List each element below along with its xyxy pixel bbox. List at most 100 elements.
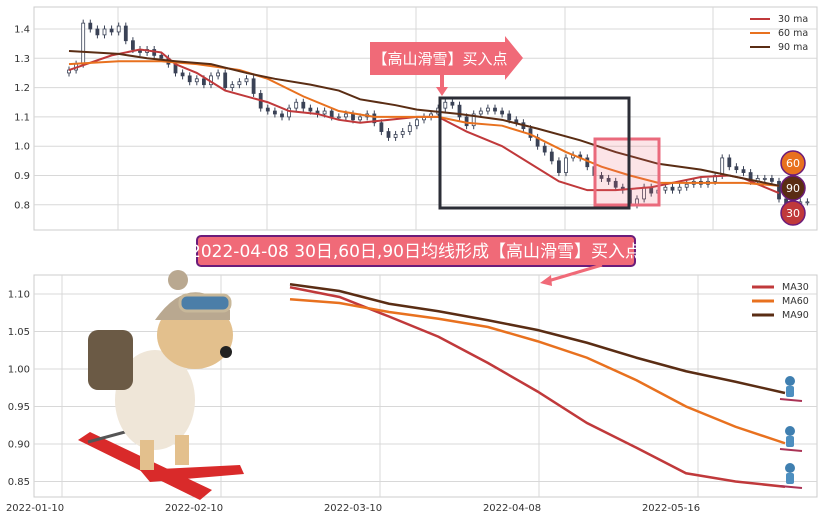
candle-body [393,134,398,138]
badge-30: 30 [786,207,800,220]
candle-body [187,75,192,83]
candle-body [287,107,292,118]
candle-body [109,28,114,33]
candle-body [244,78,249,83]
series-line-MA90 [289,283,786,395]
y-tick-label: 1.3 [14,54,30,65]
candle-body [613,180,618,188]
candle-body [457,104,462,118]
candle-body [322,110,327,115]
candle-body [663,186,668,191]
candle-body [130,40,135,50]
candle-body [88,22,93,30]
price-chart: 1.4 1.3 1.2 1.1 1.0 0.9 0.8 30 ma 60 ma 90 ma [14,6,818,231]
dog-body [115,350,195,450]
candle-body [493,107,497,112]
candle-body [223,72,228,88]
skier-body [786,473,794,484]
candle-body [95,28,100,36]
candle-body [507,113,512,121]
legend-label: MA60 [782,296,809,307]
candle-body [564,157,568,173]
candle-body [485,107,490,112]
badge-circle [780,200,806,226]
skier-head [785,376,795,386]
candle-body [407,125,412,132]
x-tick-label: 2022-03-10 [324,503,382,514]
candle-body [400,131,405,135]
candle-body [471,113,476,127]
candle-body [329,110,334,118]
candle-body [308,107,313,112]
candle-body [102,28,107,36]
y-tick-label: 0.95 [8,402,30,413]
highlight-box-pink [593,137,661,207]
candle-body [116,25,121,33]
candle-body [294,101,299,109]
candle-body [372,113,377,124]
candle-body [194,78,199,83]
decorations [78,235,636,500]
dog-nose [220,346,232,358]
skier-body [786,386,794,397]
skier-icon [779,426,803,452]
candle-body [358,116,363,121]
title-box [196,235,636,267]
dog-leg [175,435,189,465]
skier-body [786,436,794,447]
candle-body [216,72,221,77]
y-tick-label: 1.2 [14,83,30,94]
candle-body [301,101,306,109]
candle-body [180,72,185,77]
candle-body [599,175,604,179]
badge-circle [780,150,806,176]
buy-point-arrow-label: 【高山滑雪】买入点 [372,50,507,68]
x-tick-label: 2022-01-10 [6,503,64,514]
candle-body [684,183,689,188]
candle-body [670,186,675,191]
y-tick-label: 1.10 [8,290,30,301]
y-tick-label: 1.4 [14,25,30,36]
skier-ski [779,485,803,489]
skier-ski [779,448,803,452]
candle-body [549,151,554,162]
candle-body [265,107,270,112]
legend-label: MA30 [782,282,809,293]
candle-body [734,166,739,171]
candle-body [123,25,128,42]
series-line-MA60 [289,298,786,445]
candle-body [478,110,483,115]
y-tick-label: 0.90 [8,440,30,451]
badge-90: 90 [786,182,800,195]
x-tick-label: 2022-05-16 [642,503,700,514]
hat-pompom [168,270,188,290]
candle-body [351,113,355,121]
candle-body [159,54,164,59]
x-tick-label: 2022-04-08 [483,503,541,514]
y-tick-label: 0.9 [14,171,30,182]
series-line-60-ma [68,60,780,187]
skier-icon [779,376,803,402]
candle-body [336,116,341,119]
candle-body [201,78,206,86]
pointer-arrow-line [547,263,603,283]
down-arrow-icon [436,75,448,96]
candle-body [280,113,284,118]
candle-body [272,110,277,115]
y-tick-label: 1.0 [14,142,30,153]
badge-circle [780,175,806,201]
highlight-box-black [438,96,631,210]
buy-point-title: 2022-04-08 30日,60日,90日均线形成【高山滑雪】买入点 [190,242,642,262]
skier-icon [779,463,803,489]
candle-body [542,145,547,153]
candle-body [500,110,505,115]
legend-label: 60 ma [778,28,808,39]
goggles [178,293,232,313]
candle-body [557,160,561,173]
skier-head [785,463,795,473]
candle-body [677,186,682,191]
backpack [88,330,133,390]
candle-body [727,157,732,168]
candle-body [606,178,611,182]
